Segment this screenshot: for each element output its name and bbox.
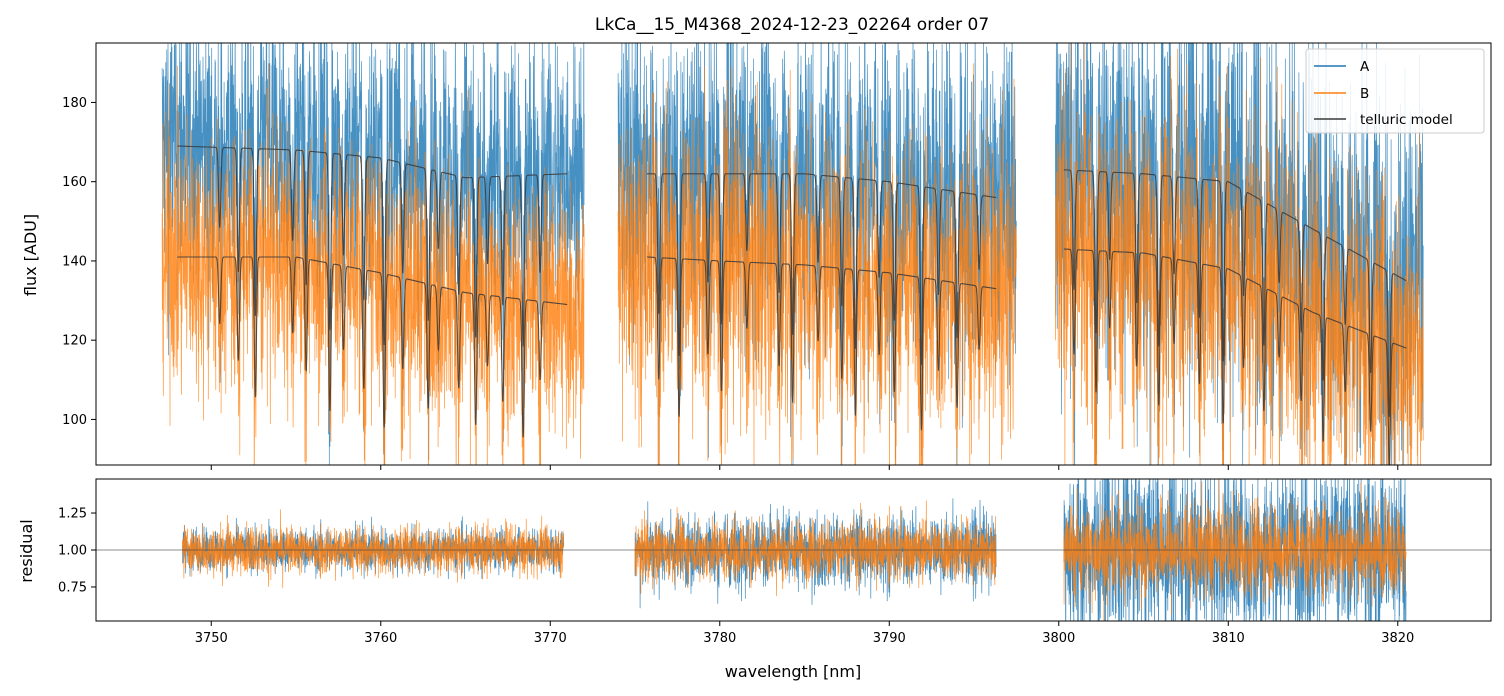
residual-series-b-segment-1 bbox=[182, 509, 565, 589]
legend-label-a: A bbox=[1360, 59, 1370, 75]
spectrum-y-tick-label-140: 140 bbox=[62, 254, 87, 269]
legend-label-b: B bbox=[1360, 86, 1369, 102]
spectrum-panel: 100 120 140 160 180 flux [ADU] bbox=[21, 42, 1492, 470]
x-tick-label-3770: 3770 bbox=[534, 631, 567, 646]
x-tick-label-3760: 3760 bbox=[364, 631, 397, 646]
legend-label-telluric: telluric model bbox=[1360, 112, 1453, 128]
x-axis-label: wavelength [nm] bbox=[725, 662, 862, 681]
legend: A B telluric model bbox=[1305, 48, 1485, 134]
telluric-model-a-segment-3 bbox=[1063, 169, 1407, 417]
residual-data-layer bbox=[96, 479, 1491, 621]
x-tick-label-3810: 3810 bbox=[1212, 631, 1245, 646]
residual-x-ticks: 3750 3760 3770 3780 3790 3800 3810 3820 bbox=[195, 621, 1414, 646]
chart-title: LkCa__15_M4368_2024-12-23_02264 order 07 bbox=[595, 15, 989, 35]
legend-frame bbox=[1305, 48, 1485, 134]
spectrum-y-tick-label-100: 100 bbox=[62, 413, 87, 428]
spectrum-axes-frame bbox=[95, 42, 1492, 466]
spectrum-y-tick-label-120: 120 bbox=[62, 334, 87, 349]
spectrum-y-tick-label-180: 180 bbox=[62, 96, 87, 111]
residual-y-tick-label-2: 1.25 bbox=[58, 507, 87, 522]
x-tick-label-3800: 3800 bbox=[1042, 631, 1075, 646]
x-tick-label-3820: 3820 bbox=[1381, 631, 1414, 646]
spectrum-y-tick-label-160: 160 bbox=[62, 175, 87, 190]
spectrum-series-b-segment-1 bbox=[161, 63, 585, 465]
spectrum-x-ticks bbox=[210, 465, 1399, 470]
telluric-model-a-segment-2 bbox=[646, 173, 997, 365]
spectrum-series-b-segment-3 bbox=[1055, 43, 1424, 465]
telluric-model-a-segment-1 bbox=[177, 145, 568, 347]
telluric-model-b-segment-3 bbox=[1063, 248, 1407, 465]
residual-panel: 0.75 1.00 1.25 3750 3760 3770 3780 3790 3800 381… bbox=[17, 478, 1492, 681]
residual-y-ticks: 0.75 1.00 1.25 bbox=[58, 507, 96, 595]
telluric-model-b-segment-1 bbox=[177, 256, 568, 438]
spectrum-y-ticks: 100 120 140 160 180 bbox=[62, 96, 96, 428]
spectrum-data-layer bbox=[161, 43, 1424, 465]
residual-y-axis-label: residual bbox=[17, 519, 36, 582]
x-tick-label-3790: 3790 bbox=[873, 631, 906, 646]
x-tick-label-3750: 3750 bbox=[195, 631, 228, 646]
residual-series-b-segment-3 bbox=[1063, 479, 1407, 621]
residual-y-tick-label-1: 1.00 bbox=[58, 544, 87, 559]
spectrum-y-axis-label: flux [ADU] bbox=[21, 214, 40, 296]
telluric-model-b-segment-2 bbox=[646, 256, 997, 431]
residual-series-b-segment-2 bbox=[634, 500, 997, 597]
residual-y-tick-label-0: 0.75 bbox=[58, 580, 87, 595]
x-tick-label-3780: 3780 bbox=[703, 631, 736, 646]
